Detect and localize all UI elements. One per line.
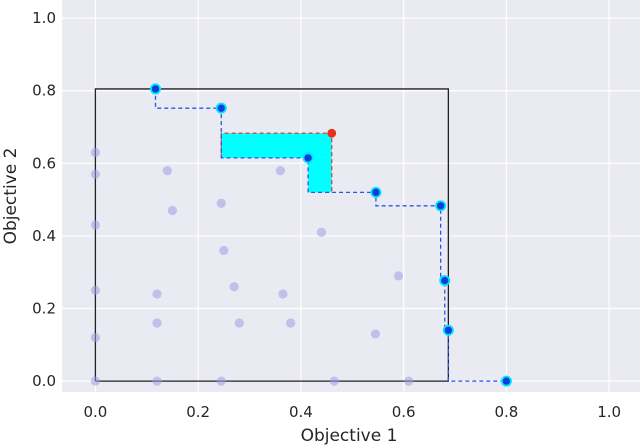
dominated-point xyxy=(404,376,414,386)
pareto-point xyxy=(370,186,382,198)
new-point-marker xyxy=(327,128,337,138)
dominated-point xyxy=(90,332,100,343)
pareto-point xyxy=(215,102,227,114)
dominated-point xyxy=(370,329,381,339)
plot-background xyxy=(62,0,640,392)
dominated-point xyxy=(229,282,239,292)
pareto-point xyxy=(442,324,454,336)
y-tick-label: 0.4 xyxy=(32,227,56,245)
outline-line xyxy=(94,88,450,382)
pareto-point xyxy=(302,152,314,164)
x-axis-title: Objective 1 xyxy=(301,426,398,446)
pareto-point xyxy=(435,200,447,212)
improvement-rect xyxy=(221,133,332,158)
x-tick-label: 1.0 xyxy=(597,403,621,421)
dominated-point xyxy=(90,285,100,295)
improvement-border xyxy=(220,132,333,193)
x-tick-label: 0.8 xyxy=(494,403,518,421)
dominated-point xyxy=(167,205,178,216)
improvement-notch xyxy=(308,157,332,193)
dominated-point xyxy=(393,271,404,281)
dominated-point xyxy=(275,165,285,176)
y-tick-label: 0.6 xyxy=(32,154,56,172)
x-tick-labels: 0.0 0.2 0.4 0.6 0.8 1.0 xyxy=(83,403,621,421)
pareto-point xyxy=(439,275,451,287)
dominated-point xyxy=(219,245,229,256)
dominated-point xyxy=(162,165,172,176)
dominated-points xyxy=(90,147,414,386)
x-tick-label: 0.2 xyxy=(186,403,210,421)
pareto-point xyxy=(150,83,162,95)
dominated-point xyxy=(152,318,162,328)
dominated-point xyxy=(329,376,339,386)
x-tick-label: 0.6 xyxy=(392,403,416,421)
dominated-point xyxy=(316,227,327,237)
dominated-point xyxy=(90,169,100,179)
dominated-point xyxy=(278,289,288,299)
dominated-point xyxy=(90,376,100,386)
y-tick-labels: 0.0 0.2 0.4 0.6 0.8 1.0 xyxy=(32,9,56,390)
y-axis-title: Objective 2 xyxy=(1,148,21,245)
dominated-point xyxy=(216,376,226,386)
dominated-point xyxy=(286,318,296,328)
dominated-point xyxy=(90,147,100,158)
new-point xyxy=(327,128,337,138)
dominated-point xyxy=(234,318,244,328)
dominated-point xyxy=(90,220,100,230)
x-tick-label: 0.4 xyxy=(289,403,313,421)
dominated-point xyxy=(216,198,226,208)
y-tick-label: 0.8 xyxy=(32,82,56,100)
pareto-points xyxy=(150,83,512,387)
y-tick-label: 0.0 xyxy=(32,372,56,390)
hypervolume-outline xyxy=(94,88,450,382)
improvement-region xyxy=(220,132,333,193)
dominated-point xyxy=(152,289,162,299)
dominated-point xyxy=(152,376,162,386)
x-tick-label: 0.0 xyxy=(83,403,107,421)
pareto-point xyxy=(500,375,512,387)
y-tick-label: 1.0 xyxy=(32,9,56,27)
y-tick-label: 0.2 xyxy=(32,300,56,318)
